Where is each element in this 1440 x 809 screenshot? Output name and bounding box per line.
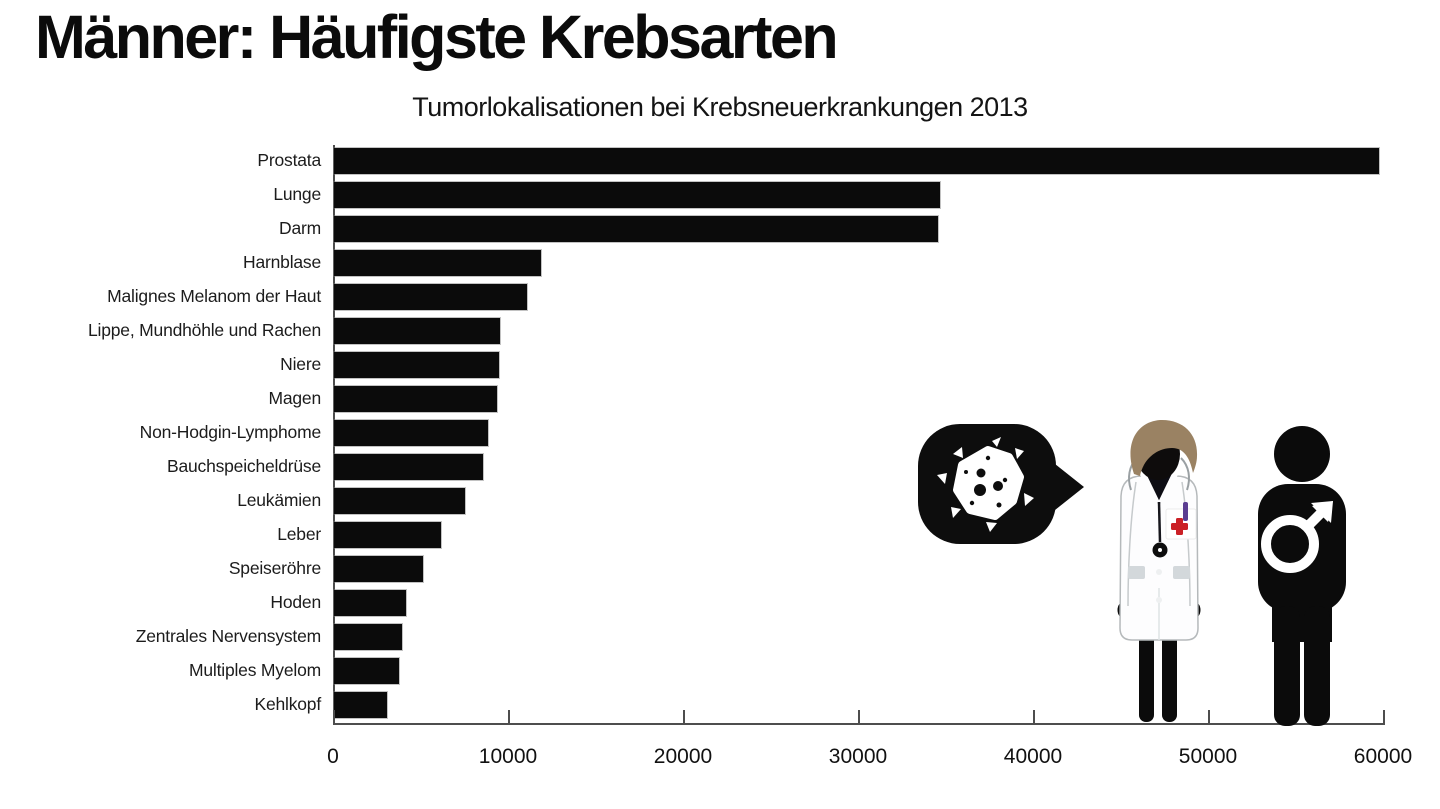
x-tick-label: 40000	[1003, 745, 1063, 768]
chart-subtitle: Tumorlokalisationen bei Krebsneuerkranku…	[412, 92, 1028, 122]
x-tick	[1383, 710, 1385, 723]
bar	[334, 318, 501, 344]
bar	[334, 284, 527, 310]
bar-label: Non-Hodgin-Lymphome	[139, 422, 322, 442]
bar-label: Zentrales Nervensystem	[135, 626, 321, 646]
x-tick	[1033, 710, 1035, 723]
bar-label: Harnblase	[243, 252, 321, 272]
bar-label: Lippe, Mundhöhle und Rachen	[88, 320, 321, 340]
male-figure-with-mars-symbol	[1258, 426, 1346, 726]
bar-row: Lippe, Mundhöhle und Rachen	[0, 315, 1440, 349]
bar	[334, 658, 399, 684]
bar-row: Bauchspeicheldrüse	[0, 451, 1440, 485]
bar-row: Niere	[0, 349, 1440, 383]
bar-label: Leukämien	[237, 490, 321, 510]
bar-label: Multiples Myelom	[189, 660, 321, 680]
hair-icon	[1130, 419, 1198, 476]
x-tick	[683, 710, 685, 723]
bar-label: Speiseröhre	[228, 558, 321, 578]
bar-row: Malignes Melanom der Haut	[0, 281, 1440, 315]
bar-row: Zentrales Nervensystem	[0, 621, 1440, 655]
bar	[334, 556, 424, 582]
bar-row: Magen	[0, 383, 1440, 417]
x-axis-line	[333, 723, 1385, 725]
doctor-figure	[1117, 419, 1201, 722]
x-tick	[1208, 710, 1210, 723]
bar-row: Leber	[0, 519, 1440, 553]
bar-row: Kehlkopf	[0, 689, 1440, 723]
bar	[334, 250, 541, 276]
x-tick-label: 60000	[1353, 745, 1413, 768]
bar	[334, 352, 499, 378]
bar-label: Kehlkopf	[254, 694, 321, 714]
x-tick-label: 0	[327, 745, 339, 768]
mars-symbol-icon	[1261, 501, 1333, 573]
x-tick-label: 20000	[653, 745, 713, 768]
speech-bubble	[918, 424, 1084, 544]
bar	[334, 590, 406, 616]
badge-icon	[1165, 502, 1197, 540]
bar	[334, 386, 497, 412]
bar-label: Magen	[268, 388, 321, 408]
illustration	[918, 419, 1346, 726]
bar-row: Prostata	[0, 145, 1440, 179]
bar-row: Hoden	[0, 587, 1440, 621]
bar-label: Leber	[277, 524, 321, 544]
bar	[334, 216, 938, 242]
x-tick-label: 10000	[478, 745, 538, 768]
bar	[334, 454, 483, 480]
bar	[334, 692, 387, 718]
x-tick	[508, 710, 510, 723]
bar-row: Speiseröhre	[0, 553, 1440, 587]
bar	[334, 420, 488, 446]
bar-row: Multiples Myelom	[0, 655, 1440, 689]
bar-label: Darm	[279, 218, 321, 238]
bar	[334, 522, 441, 548]
bar	[334, 182, 940, 208]
bar-row: Lunge	[0, 179, 1440, 213]
bar-label: Bauchspeicheldrüse	[166, 456, 321, 476]
bar-row: Darm	[0, 213, 1440, 247]
bar	[334, 148, 1379, 174]
bar	[334, 624, 403, 650]
bar-label: Niere	[280, 354, 321, 374]
x-tick-label: 50000	[1178, 745, 1238, 768]
bar-label: Hoden	[270, 592, 321, 612]
x-tick	[333, 710, 335, 723]
bar-row: Non-Hodgin-Lymphome	[0, 417, 1440, 451]
x-tick-label: 30000	[828, 745, 888, 768]
x-tick	[858, 710, 860, 723]
bar-label: Malignes Melanom der Haut	[107, 286, 321, 306]
bar	[334, 488, 466, 514]
cancer-cell-icon	[937, 437, 1034, 532]
bar-label: Lunge	[273, 184, 321, 204]
bar-row: Harnblase	[0, 247, 1440, 281]
bar-row: Leukämien	[0, 485, 1440, 519]
page-title: Männer: Häufigste Krebsarten	[35, 3, 839, 71]
bar-label: Prostata	[257, 150, 321, 170]
